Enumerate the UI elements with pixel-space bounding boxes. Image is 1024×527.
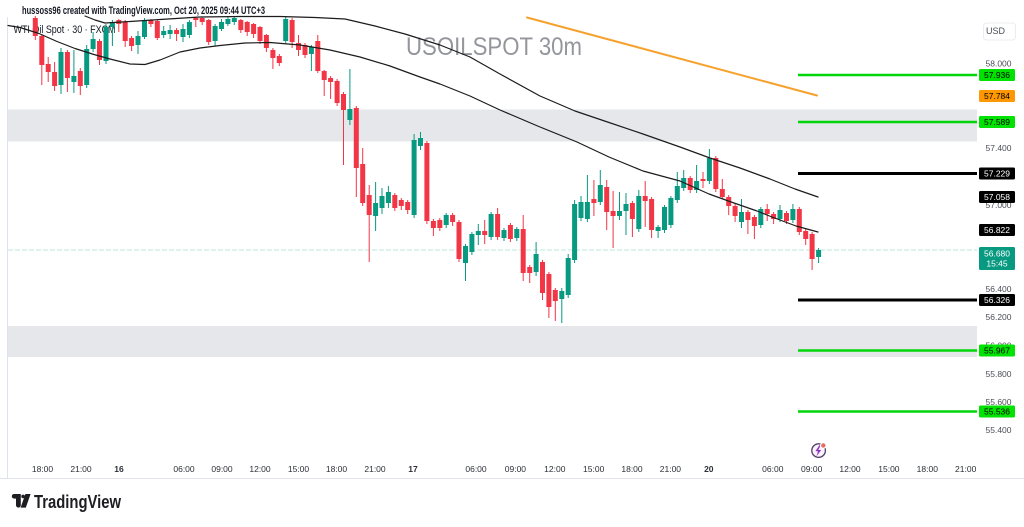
- svg-text:12:00: 12:00: [839, 464, 861, 474]
- svg-text:06:00: 06:00: [465, 464, 487, 474]
- svg-text:06:00: 06:00: [762, 464, 784, 474]
- svg-text:57.058: 57.058: [984, 192, 1010, 202]
- svg-text:55.600: 55.600: [986, 397, 1012, 407]
- svg-text:57.589: 57.589: [984, 117, 1010, 127]
- svg-text:21:00: 21:00: [660, 464, 682, 474]
- svg-text:USD: USD: [986, 26, 1006, 36]
- svg-text:57.229: 57.229: [984, 169, 1010, 179]
- svg-text:18:00: 18:00: [621, 464, 643, 474]
- svg-text:12:00: 12:00: [544, 464, 566, 474]
- svg-text:57.400: 57.400: [986, 143, 1012, 153]
- svg-text:56.326: 56.326: [984, 295, 1010, 305]
- svg-text:17: 17: [408, 464, 418, 474]
- svg-text:21:00: 21:00: [70, 464, 92, 474]
- svg-text:56.400: 56.400: [986, 284, 1012, 294]
- svg-text:20: 20: [704, 464, 714, 474]
- svg-text:09:00: 09:00: [801, 464, 823, 474]
- svg-text:21:00: 21:00: [955, 464, 977, 474]
- svg-text:16: 16: [114, 464, 124, 474]
- svg-text:USOILSPOT 30m: USOILSPOT 30m: [406, 33, 582, 61]
- svg-text:55.536: 55.536: [984, 407, 1010, 417]
- svg-text:15:45: 15:45: [986, 259, 1008, 269]
- svg-text:55.800: 55.800: [986, 369, 1012, 379]
- svg-text:57.936: 57.936: [984, 70, 1010, 80]
- svg-text:21:00: 21:00: [364, 464, 386, 474]
- svg-text:hussoss96 created with Trading: hussoss96 created with TradingView.com, …: [22, 5, 265, 17]
- svg-text:55.967: 55.967: [984, 346, 1010, 356]
- svg-text:57.000: 57.000: [986, 200, 1012, 210]
- svg-text:56.680: 56.680: [984, 249, 1010, 259]
- svg-text:12:00: 12:00: [249, 464, 271, 474]
- svg-text:18:00: 18:00: [326, 464, 348, 474]
- svg-text:18:00: 18:00: [32, 464, 54, 474]
- svg-text:56.822: 56.822: [984, 225, 1010, 235]
- svg-text:56.200: 56.200: [986, 312, 1012, 322]
- svg-text:15:00: 15:00: [878, 464, 900, 474]
- svg-text:09:00: 09:00: [505, 464, 527, 474]
- svg-text:TradingView: TradingView: [34, 492, 122, 512]
- svg-text:58.000: 58.000: [986, 59, 1012, 69]
- svg-text:09:00: 09:00: [211, 464, 233, 474]
- svg-text:57.784: 57.784: [984, 91, 1010, 101]
- svg-text:06:00: 06:00: [173, 464, 195, 474]
- svg-text:15:00: 15:00: [288, 464, 310, 474]
- svg-text:18:00: 18:00: [917, 464, 939, 474]
- svg-text:55.400: 55.400: [986, 425, 1012, 435]
- svg-text:15:00: 15:00: [583, 464, 605, 474]
